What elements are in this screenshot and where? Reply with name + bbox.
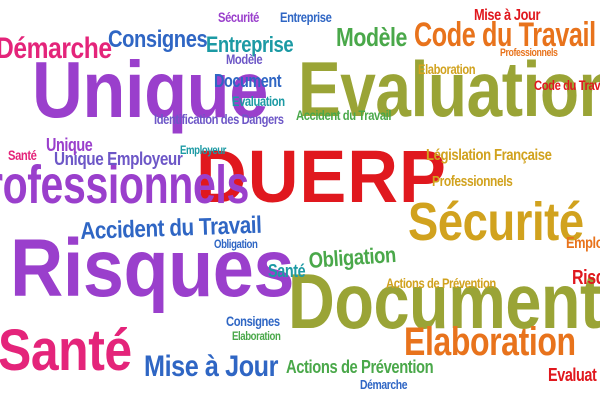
word-legislation-francaise: Législation Française: [426, 147, 552, 164]
word-demarche-small: Démarche: [360, 377, 408, 392]
word-obligation: Obligation: [307, 241, 397, 273]
word-obligation-small: Obligation: [214, 237, 258, 251]
word-accident-du-travail-small: Accident du Travail: [296, 107, 392, 123]
word-employeur-tiny: Employeur: [180, 143, 227, 157]
word-evaluation: Evaluation: [298, 45, 600, 133]
word-securite-small: Sécurité: [218, 9, 259, 25]
word-mise-a-jour: Mise à Jour: [144, 350, 279, 383]
word-sante-tiny: Santé: [8, 147, 37, 163]
word-consignes: Consignes: [108, 26, 208, 53]
word-risques-small: Risques: [572, 267, 600, 289]
word-risques: Risques: [10, 223, 294, 314]
word-professionnels: Professionnels: [0, 155, 249, 215]
word-code-du-travail: Code du Travail: [414, 16, 596, 54]
word-code-du-travail-small: Code du Travail: [534, 77, 600, 93]
word-entreprise: Entreprise: [206, 32, 294, 57]
word-document-small: Document: [214, 71, 282, 91]
word-elaboration: Elaboration: [404, 320, 576, 364]
word-entreprise-small: Entreprise: [280, 9, 332, 25]
word-unique-employeur: Unique Employeur: [54, 149, 183, 169]
word-emplo-small: Emplo: [566, 235, 600, 252]
word-evaluation-small: Evaluation: [232, 93, 285, 109]
word-securite: Sécurité: [408, 192, 584, 252]
word-unique-small: Unique: [46, 135, 93, 155]
word-consignes-small: Consignes: [226, 313, 280, 329]
word-unique: Unique: [32, 45, 268, 134]
word-sante-small: Santé: [268, 261, 306, 281]
word-demarche: Démarche: [0, 32, 112, 65]
word-elaboration-tiny: Elaboration: [232, 329, 281, 343]
word-elaboration-small: Elaboration: [418, 61, 476, 77]
word-professionnels-small: Professionnels: [432, 173, 513, 190]
word-actions-de-prevention: Actions de Prévention: [286, 357, 434, 377]
word-professionnels-tiny: Professionnels: [500, 47, 558, 59]
word-actions-de-prevention-small: Actions de Prévention: [386, 275, 496, 291]
word-mise-a-jour-small: Mise à Jour: [474, 7, 541, 24]
word-sante: Santé: [0, 318, 132, 383]
word-modele: Modèle: [336, 22, 407, 52]
word-duerp: DUERP: [196, 135, 447, 218]
word-modele-small: Modèle: [226, 51, 263, 67]
word-document: Document: [288, 257, 600, 345]
word-identification-des-dangers: Identification des Dangers: [154, 111, 284, 127]
word-evaluat-small: Evaluat: [548, 365, 597, 385]
